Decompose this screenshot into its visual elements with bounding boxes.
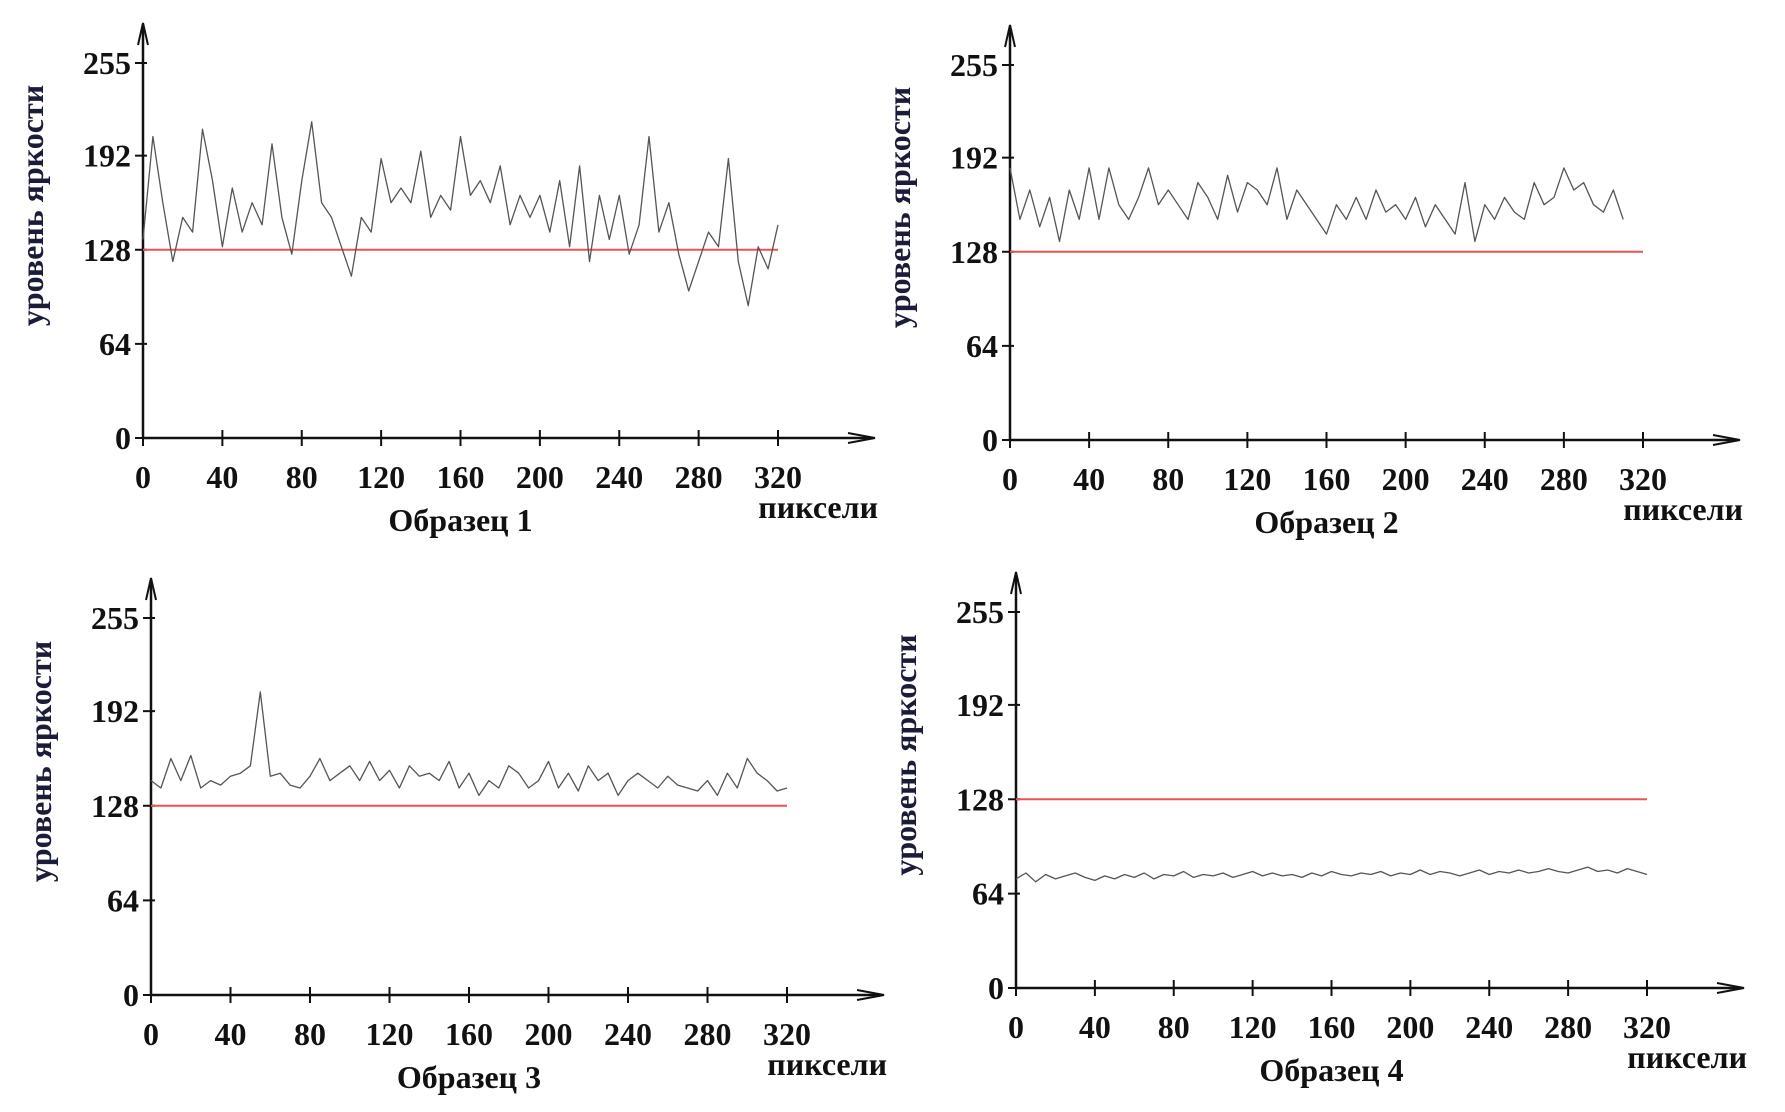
x-tick-label: 40 (1079, 1009, 1111, 1045)
y-tick-label: 128 (950, 234, 998, 270)
x-tick-label: 120 (366, 1016, 414, 1052)
x-tick-label: 0 (143, 1016, 159, 1052)
x-tick-label: 80 (286, 459, 318, 495)
y-tick-label: 0 (988, 970, 1004, 1006)
chart-4: 0 40 80 120 160 200 240 280 320 0 64 128 192 255 Образ… (887, 571, 1747, 1088)
y-tick-label: 255 (91, 600, 139, 636)
y-tick-label: 192 (956, 687, 1004, 723)
x-tick-label: 120 (1229, 1009, 1277, 1045)
y-tick-label: 0 (115, 420, 131, 456)
x-tick-label: 160 (445, 1016, 493, 1052)
chart-title: Образец 1 (388, 502, 532, 538)
brightness-series-line (142, 121, 779, 307)
x-tick-label: 80 (1158, 1009, 1190, 1045)
x-tick-label: 240 (604, 1016, 652, 1052)
x-tick-label: 200 (516, 459, 564, 495)
brightness-series-line (1009, 167, 1624, 243)
chart-1: 0 40 80 120 160 200 240 280 320 0 64 128 192 255 Образ… (14, 22, 878, 538)
x-axis-label: пиксели (758, 489, 878, 525)
y-tick-label: 64 (966, 328, 998, 364)
chart-title: Образец 4 (1259, 1052, 1403, 1088)
y-axis-arrow-icon (145, 577, 157, 601)
y-axis-label: уровень яркости (22, 641, 58, 882)
x-tick-label: 200 (525, 1016, 573, 1052)
brightness-series-line (1015, 866, 1648, 883)
x-tick-label: 160 (437, 459, 485, 495)
x-axis-arrow-icon (847, 432, 876, 444)
x-tick-label: 320 (1623, 1009, 1671, 1045)
y-tick-label: 0 (123, 977, 139, 1013)
y-tick-label: 128 (83, 232, 131, 268)
y-tick-label: 128 (91, 788, 139, 824)
x-tick-label: 0 (1002, 461, 1018, 497)
y-axis-label: уровень яркости (881, 87, 917, 328)
x-tick-label: 320 (1619, 461, 1667, 497)
y-axis-label: уровень яркости (887, 634, 923, 875)
chart-2: 0 40 80 120 160 200 240 280 320 0 64 128 192 255 Образ… (881, 24, 1743, 540)
y-tick-label: 255 (83, 45, 131, 81)
x-tick-label: 40 (1073, 461, 1105, 497)
x-tick-label: 160 (1308, 1009, 1356, 1045)
y-tick-label: 64 (107, 882, 139, 918)
brightness-series-line (150, 691, 788, 797)
x-tick-label: 240 (1461, 461, 1509, 497)
chart-title: Образец 2 (1254, 504, 1398, 540)
y-axis-arrow-icon (137, 22, 149, 46)
y-tick-label: 64 (972, 876, 1004, 912)
x-tick-label: 80 (1152, 461, 1184, 497)
x-tick-label: 160 (1303, 461, 1351, 497)
x-tick-label: 280 (675, 459, 723, 495)
y-tick-label: 0 (982, 422, 998, 458)
x-tick-label: 40 (206, 459, 238, 495)
y-tick-label: 192 (950, 140, 998, 176)
y-axis-label: уровень яркости (14, 85, 50, 326)
chart-3: 0 40 80 120 160 200 240 280 320 0 64 128 192 255 Образ… (22, 577, 887, 1095)
x-axis-arrow-icon (1712, 434, 1741, 446)
y-tick-label: 128 (956, 781, 1004, 817)
y-tick-label: 255 (956, 594, 1004, 630)
x-tick-label: 320 (754, 459, 802, 495)
x-axis-arrow-icon (856, 989, 885, 1001)
x-tick-label: 0 (135, 459, 151, 495)
x-tick-label: 120 (1223, 461, 1271, 497)
x-tick-label: 280 (1544, 1009, 1592, 1045)
x-tick-label: 200 (1382, 461, 1430, 497)
y-axis-arrow-icon (1004, 24, 1016, 48)
x-tick-label: 120 (357, 459, 405, 495)
y-tick-label: 192 (91, 693, 139, 729)
x-tick-label: 240 (1465, 1009, 1513, 1045)
x-tick-label: 280 (1540, 461, 1588, 497)
x-tick-label: 80 (294, 1016, 326, 1052)
x-tick-label: 0 (1008, 1009, 1024, 1045)
x-tick-label: 280 (684, 1016, 732, 1052)
y-tick-label: 64 (99, 326, 131, 362)
y-tick-label: 255 (950, 47, 998, 83)
y-axis-arrow-icon (1010, 571, 1022, 595)
y-tick-label: 192 (83, 138, 131, 174)
chart-title: Образец 3 (397, 1059, 541, 1095)
x-tick-label: 240 (595, 459, 643, 495)
x-tick-label: 200 (1386, 1009, 1434, 1045)
x-axis-label: пиксели (767, 1046, 887, 1082)
x-tick-label: 40 (215, 1016, 247, 1052)
x-tick-label: 320 (763, 1016, 811, 1052)
x-axis-label: пиксели (1623, 491, 1743, 527)
x-axis-label: пиксели (1627, 1039, 1747, 1075)
x-axis-arrow-icon (1716, 982, 1745, 994)
